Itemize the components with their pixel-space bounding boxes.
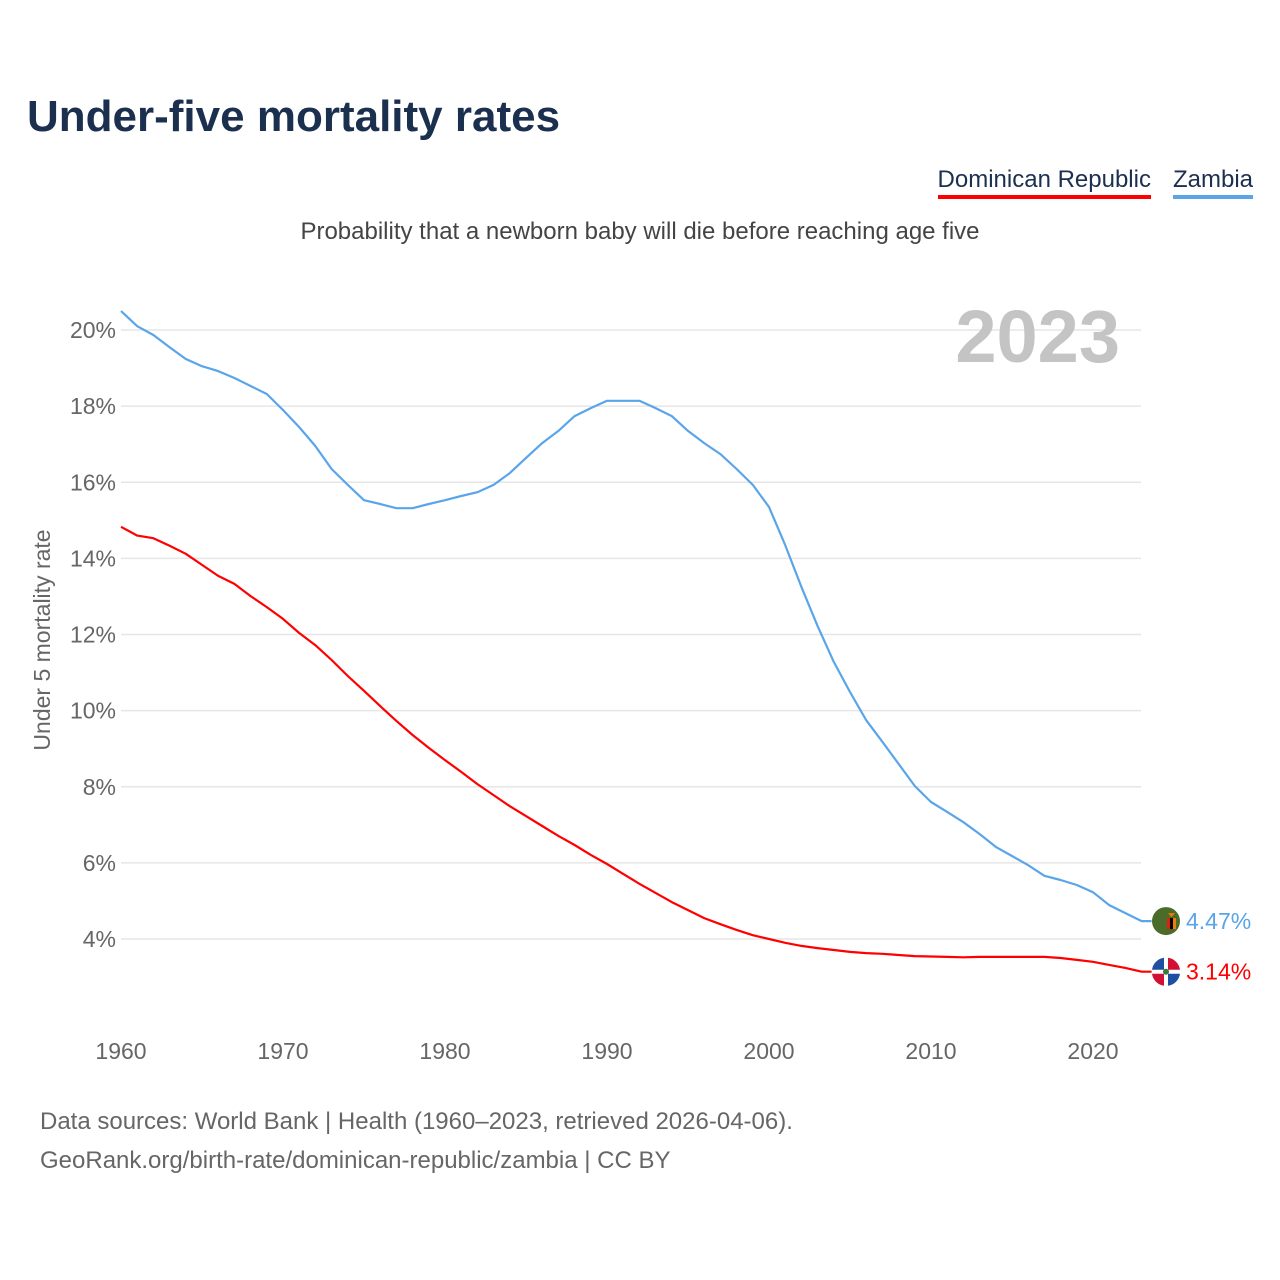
end-label-zambia: 4.47% (1186, 908, 1251, 934)
y-axis-label: Under 5 mortality rate (29, 529, 55, 750)
legend: Dominican Republic Zambia (937, 166, 1253, 199)
flag-dominican-republic-icon (1152, 957, 1180, 986)
end-label-dominican-republic: 3.14% (1186, 959, 1251, 985)
x-tick-label: 1990 (581, 1038, 632, 1064)
year-watermark: 2023 (955, 295, 1120, 378)
x-tick-label: 1980 (419, 1038, 470, 1064)
legend-item-zambia[interactable]: Zambia (1172, 166, 1253, 199)
x-tick-label: 2000 (743, 1038, 794, 1064)
x-tick-label: 2020 (1067, 1038, 1118, 1064)
y-tick-label: 12% (70, 622, 116, 648)
y-tick-label: 6% (83, 850, 116, 876)
y-tick-label: 16% (70, 469, 116, 495)
y-tick-label: 8% (83, 774, 116, 800)
legend-item-dominican-republic[interactable]: Dominican Republic (937, 166, 1151, 199)
y-tick-label: 14% (70, 545, 116, 571)
x-tick-label: 1960 (95, 1038, 146, 1064)
series-line-dominican-republic (120, 525, 1152, 973)
source-line-2: GeoRank.org/birth-rate/dominican-republi… (40, 1147, 671, 1174)
series-line-zambia (120, 310, 1152, 923)
y-tick-label: 4% (83, 926, 116, 952)
y-tick-label: 20% (70, 317, 116, 343)
x-tick-label: 2010 (905, 1038, 956, 1064)
flag-zambia-icon (1152, 907, 1180, 936)
y-tick-label: 10% (70, 698, 116, 724)
chart-title: Under-five mortality rates (27, 92, 561, 141)
chart-subtitle: Probability that a newborn baby will die… (300, 218, 980, 245)
source-line-1: Data sources: World Bank | Health (1960–… (40, 1108, 793, 1135)
x-tick-label: 1970 (257, 1038, 308, 1064)
y-tick-label: 18% (70, 393, 116, 419)
